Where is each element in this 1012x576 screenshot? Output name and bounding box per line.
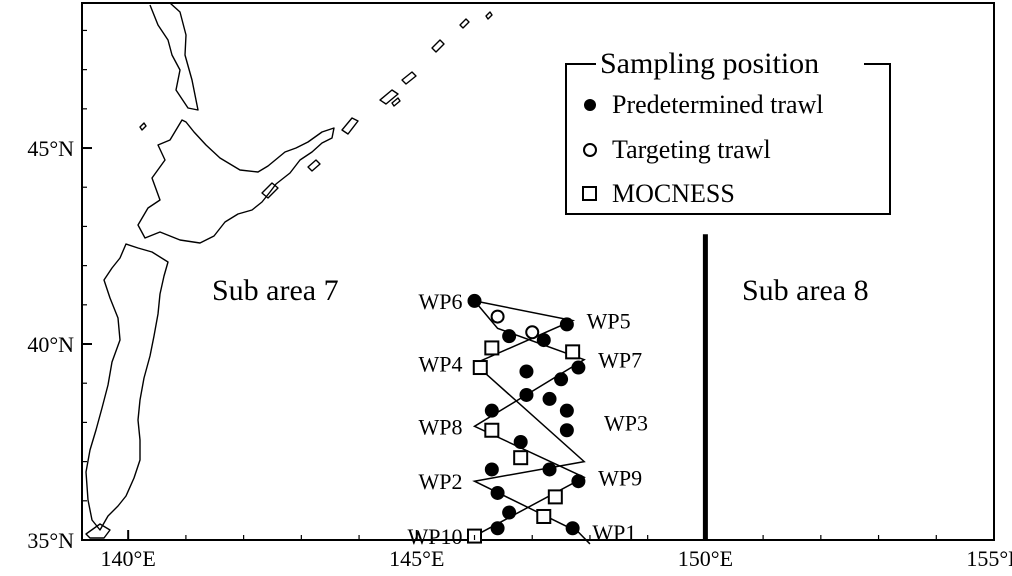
predetermined-trawl-point <box>484 403 499 418</box>
predetermined-trawl-point <box>519 387 534 402</box>
predetermined-trawl-point <box>542 391 557 406</box>
predetermined-trawl-point <box>536 333 551 348</box>
predetermined-trawl-point <box>484 462 499 477</box>
legend-open-square-icon <box>582 186 597 201</box>
waypoint-label: WP5 <box>587 308 631 333</box>
map-axes: 140°E 145°E 150°E 155°E 35°N 40°N 45°N <box>27 29 1012 571</box>
predetermined-trawl-point <box>467 293 482 308</box>
legend-title-background <box>596 46 864 80</box>
predetermined-trawl-point <box>559 317 574 332</box>
predetermined-trawl-point <box>559 423 574 438</box>
predetermined-trawl-point <box>571 474 586 489</box>
predetermined-trawl-point <box>502 505 517 520</box>
predetermined-trawl-point <box>513 435 528 450</box>
predetermined-trawl-point <box>571 360 586 375</box>
mocness-point <box>472 360 488 376</box>
legend-box <box>565 63 891 215</box>
targeting-trawl-point <box>490 309 505 324</box>
mocness-point <box>513 450 529 466</box>
y-tick-label: 45°N <box>27 136 74 161</box>
y-tick-label: 35°N <box>27 528 74 553</box>
legend-item-mocness: MOCNESS <box>612 179 735 208</box>
x-tick-label: 140°E <box>101 546 156 571</box>
sub-area-7-label: Sub area 7 <box>212 274 339 307</box>
targeting-trawl-point <box>525 325 540 340</box>
waypoint-label: WP6 <box>419 289 463 314</box>
predetermined-trawl-point <box>502 329 517 344</box>
sub-area-8-label: Sub area 8 <box>742 274 869 307</box>
y-tick-label: 40°N <box>27 332 74 357</box>
waypoint-label: WP8 <box>419 414 463 439</box>
mocness-point <box>484 340 500 356</box>
waypoint-label: WP3 <box>604 410 648 435</box>
predetermined-trawl-point <box>559 403 574 418</box>
mocness-point <box>536 508 552 524</box>
mocness-point <box>565 344 581 360</box>
predetermined-trawl-point <box>490 521 505 536</box>
waypoint-label: WP2 <box>419 469 463 494</box>
sampling-positions <box>467 293 586 544</box>
legend-title: Sampling position <box>600 47 819 80</box>
waypoint-label: WP4 <box>419 352 463 377</box>
legend-open-circle-icon <box>583 143 597 157</box>
legend: Sampling position Predetermined trawl Ta… <box>565 46 891 215</box>
predetermined-trawl-point <box>565 521 580 536</box>
x-tick-label: 150°E <box>678 546 733 571</box>
coastline <box>85 2 493 539</box>
waypoint-label: WP1 <box>592 520 636 545</box>
predetermined-trawl-point <box>490 485 505 500</box>
legend-filled-circle-icon <box>584 99 596 111</box>
x-tick-label: 155°E <box>966 546 1012 571</box>
mocness-point <box>484 422 500 438</box>
predetermined-trawl-point <box>519 364 534 379</box>
x-tick-label: 145°E <box>389 546 444 571</box>
predetermined-trawl-point <box>542 462 557 477</box>
predetermined-trawl-point <box>554 372 569 387</box>
mocness-point <box>547 489 563 505</box>
legend-item-predetermined: Predetermined trawl <box>612 90 824 119</box>
legend-item-targeting: Targeting trawl <box>612 135 771 164</box>
waypoint-label: WP9 <box>598 465 642 490</box>
waypoint-label: WP7 <box>598 348 642 373</box>
